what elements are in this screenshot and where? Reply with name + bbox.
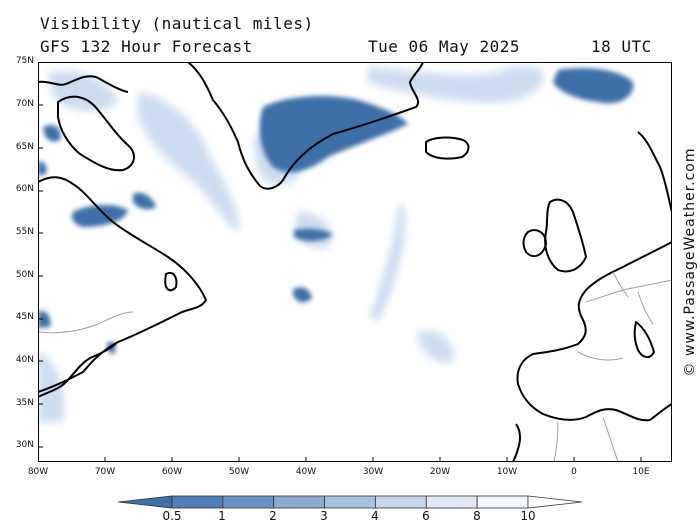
uk-coast [544, 198, 587, 273]
north-africa-coast [512, 423, 521, 462]
lon-label: 20W [429, 467, 451, 477]
lat-label: 35N [15, 398, 34, 408]
arctic-islands-coast [38, 75, 129, 93]
lon-label: 80W [27, 467, 49, 477]
colorbar-cell [171, 495, 224, 509]
coastlines [38, 62, 672, 462]
forecast-time: 18 UTC [591, 37, 652, 56]
forecast-date: Tue 06 May 2025 [368, 37, 520, 56]
colorbar [118, 495, 582, 509]
lat-label: 45N [15, 312, 34, 322]
colorbar-label: 2 [269, 509, 277, 523]
lat-label: 75N [15, 56, 34, 66]
lat-label: 55N [15, 227, 34, 237]
lon-label: 50W [228, 467, 250, 477]
colorbar-cell [273, 495, 325, 509]
fog-light-areas [38, 67, 544, 422]
lon-label: 30W [362, 467, 384, 477]
greenland-coast [187, 62, 424, 190]
lat-label: 60N [15, 184, 34, 194]
lon-label: 10E [632, 467, 650, 477]
italy-coast [633, 321, 655, 358]
scandinavia-coast [637, 131, 672, 213]
lat-label: 65N [15, 142, 34, 152]
colorbar-cell [118, 495, 173, 509]
colorbar-label: 3 [320, 509, 328, 523]
colorbar-cells [118, 495, 582, 509]
newfoundland-coast [164, 271, 178, 292]
ireland-coast [522, 229, 547, 258]
colorbar-label: 8 [473, 509, 481, 523]
hudson-bay-coast [57, 95, 135, 172]
colorbar-label: 10 [520, 509, 536, 523]
labrador-coast [38, 176, 207, 393]
colorbar-label: 0.5 [162, 509, 182, 523]
colorbar-cell [324, 495, 376, 509]
lon-label: 40W [295, 467, 317, 477]
lon-label: 70W [94, 467, 116, 477]
credit-text: © www.PassageWeather.com [682, 147, 698, 377]
colorbar-cell [222, 495, 275, 509]
us-east-coast [38, 343, 117, 398]
iceland-coast [425, 136, 470, 160]
colorbar-cell [375, 495, 427, 509]
lon-label: 0 [571, 467, 577, 477]
colorbar-label: 6 [422, 509, 430, 523]
lon-label: 10W [496, 467, 518, 477]
colorbar-label: 4 [371, 509, 379, 523]
axis-ticks [38, 104, 642, 462]
visibility-map [38, 62, 672, 462]
colorbar-label: 1 [218, 509, 226, 523]
lat-label: 50N [15, 270, 34, 280]
lat-label: 40N [15, 355, 34, 365]
country-borders [38, 271, 672, 462]
colorbar-cell [527, 495, 582, 509]
map-frame [38, 62, 672, 462]
europe-coast [516, 241, 672, 422]
forecast-model: GFS 132 Hour Forecast [40, 37, 253, 56]
lat-label: 30N [15, 440, 34, 450]
colorbar-cell [476, 495, 529, 509]
lon-label: 60W [161, 467, 183, 477]
lat-label: 70N [15, 99, 34, 109]
colorbar-cell [425, 495, 478, 509]
chart-title: Visibility (nautical miles) [40, 14, 314, 33]
